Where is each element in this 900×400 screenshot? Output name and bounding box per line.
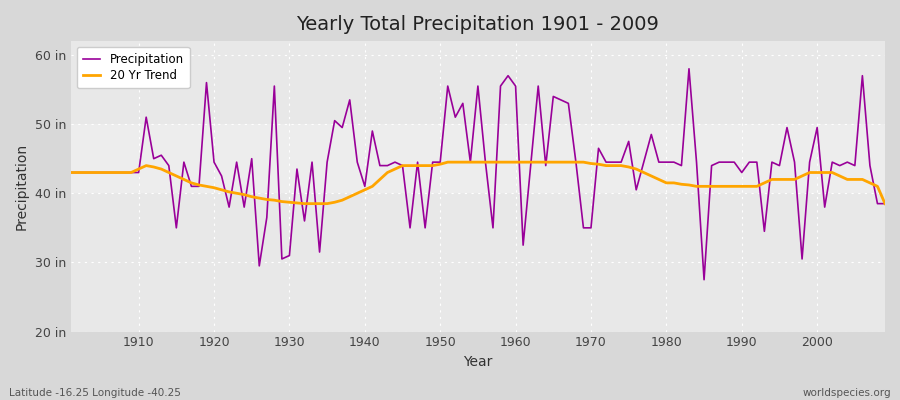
Precipitation: [600, 160, 611, 164]
Precipitation: [66, 170, 77, 175]
Precipitation: [684, 66, 695, 71]
Precipitation: [292, 167, 302, 172]
20 Yr Trend: [442, 160, 453, 164]
20 Yr Trend: [126, 170, 137, 175]
20 Yr Trend: [292, 200, 302, 205]
Text: Latitude -16.25 Longitude -40.25: Latitude -16.25 Longitude -40.25: [9, 388, 181, 398]
X-axis label: Year: Year: [464, 355, 492, 369]
Precipitation: [510, 84, 521, 88]
Precipitation: [698, 277, 709, 282]
20 Yr Trend: [616, 163, 626, 168]
Title: Yearly Total Precipitation 1901 - 2009: Yearly Total Precipitation 1901 - 2009: [296, 15, 660, 34]
Precipitation: [503, 73, 514, 78]
Precipitation: [337, 125, 347, 130]
20 Yr Trend: [299, 201, 310, 206]
20 Yr Trend: [879, 201, 890, 206]
Legend: Precipitation, 20 Yr Trend: Precipitation, 20 Yr Trend: [76, 47, 190, 88]
Y-axis label: Precipitation: Precipitation: [15, 143, 29, 230]
20 Yr Trend: [345, 194, 356, 199]
Bar: [71, 124, 885, 193]
20 Yr Trend: [518, 160, 528, 164]
20 Yr Trend: [526, 160, 536, 164]
Line: Precipitation: Precipitation: [71, 69, 885, 280]
Precipitation: [879, 201, 890, 206]
Text: worldspecies.org: worldspecies.org: [803, 388, 891, 398]
20 Yr Trend: [66, 170, 77, 175]
Precipitation: [126, 170, 137, 175]
Line: 20 Yr Trend: 20 Yr Trend: [71, 162, 885, 204]
